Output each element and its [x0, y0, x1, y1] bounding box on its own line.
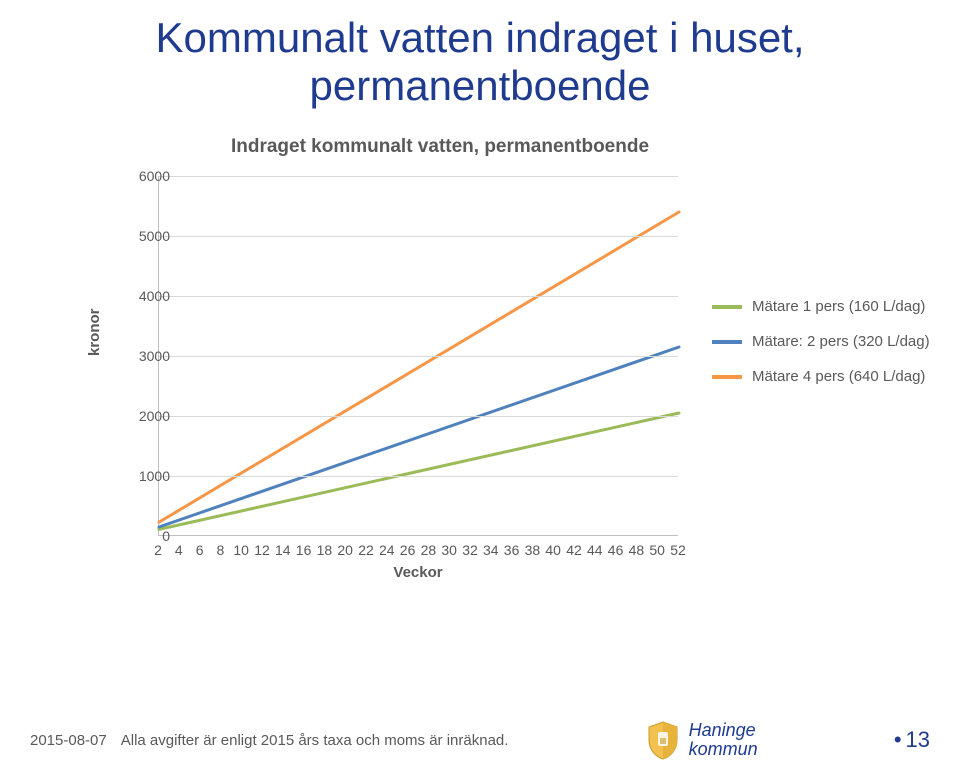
page-number: •13 [894, 727, 930, 753]
logo-line2: kommun [689, 739, 758, 759]
grid-line [159, 416, 678, 417]
x-tick-label: 28 [421, 542, 437, 558]
legend-label: Mätare: 2 pers (320 L/dag) [752, 333, 930, 350]
title-line2: permanentboende [310, 62, 651, 109]
x-tick-label: 48 [629, 542, 645, 558]
footer: 2015-08-07 Alla avgifter är enligt 2015 … [30, 720, 930, 760]
y-axis-label: kronor [86, 308, 103, 356]
logo-text: Haninge kommun [689, 721, 758, 759]
logo-line1: Haninge [689, 720, 756, 740]
x-tick-label: 42 [566, 542, 582, 558]
x-tick-label: 46 [608, 542, 624, 558]
footer-date: 2015-08-07 [30, 732, 107, 749]
legend-item: Mätare 1 pers (160 L/dag) [712, 298, 942, 315]
x-tick-label: 30 [441, 542, 457, 558]
y-tick-label: 2000 [110, 408, 170, 424]
x-tick-label: 18 [317, 542, 333, 558]
y-tick-label: 5000 [110, 228, 170, 244]
legend-swatch [712, 305, 742, 309]
y-tick-label: 6000 [110, 168, 170, 184]
x-tick-label: 14 [275, 542, 291, 558]
legend-label: Mätare 4 pers (640 L/dag) [752, 368, 925, 385]
legend-swatch [712, 340, 742, 344]
legend-label: Mätare 1 pers (160 L/dag) [752, 298, 925, 315]
y-tick-label: 3000 [110, 348, 170, 364]
x-tick-label: 38 [525, 542, 541, 558]
grid-line [159, 356, 678, 357]
x-tick-label: 50 [649, 542, 665, 558]
x-tick-label: 10 [233, 542, 249, 558]
grid-line [159, 236, 678, 237]
x-tick-label: 36 [504, 542, 520, 558]
x-tick-label: 26 [400, 542, 416, 558]
slide: Kommunalt vatten indraget i huset, perma… [0, 0, 960, 782]
x-tick-label: 4 [175, 542, 183, 558]
x-tick-label: 20 [337, 542, 353, 558]
grid-line [159, 476, 678, 477]
x-axis-label: Veckor [158, 564, 678, 581]
title-line1: Kommunalt vatten indraget i huset, [155, 14, 804, 61]
x-tick-label: 2 [154, 542, 162, 558]
logo-shield-icon [645, 720, 681, 760]
footer-left: 2015-08-07 Alla avgifter är enligt 2015 … [30, 732, 508, 749]
legend-item: Mätare 4 pers (640 L/dag) [712, 368, 942, 385]
legend: Mätare 1 pers (160 L/dag) Mätare: 2 pers … [712, 298, 942, 403]
footer-note: Alla avgifter är enligt 2015 års taxa oc… [121, 732, 509, 749]
x-tick-label: 52 [670, 542, 686, 558]
x-tick-label: 12 [254, 542, 270, 558]
x-tick-label: 32 [462, 542, 478, 558]
x-tick-label: 16 [296, 542, 312, 558]
x-tick-label: 44 [587, 542, 603, 558]
x-tick-label: 8 [216, 542, 224, 558]
plot-area [158, 176, 678, 536]
page-title: Kommunalt vatten indraget i huset, perma… [0, 14, 960, 111]
x-tick-label: 24 [379, 542, 395, 558]
x-tick-label: 6 [196, 542, 204, 558]
y-tick-label: 1000 [110, 468, 170, 484]
x-tick-label: 34 [483, 542, 499, 558]
legend-item: Mätare: 2 pers (320 L/dag) [712, 333, 942, 350]
x-tick-label: 40 [545, 542, 561, 558]
legend-swatch [712, 375, 742, 379]
y-tick-label: 4000 [110, 288, 170, 304]
chart: kronor Veckor 01000200030004000500060002… [60, 160, 700, 590]
grid-line [159, 296, 678, 297]
logo: Haninge kommun [645, 720, 758, 760]
chart-title: Indraget kommunalt vatten, permanentboen… [180, 136, 700, 158]
series-line [159, 413, 679, 529]
x-tick-label: 22 [358, 542, 374, 558]
grid-line [159, 176, 678, 177]
bullet-dot-icon: • [894, 727, 902, 752]
series-line [159, 347, 679, 527]
